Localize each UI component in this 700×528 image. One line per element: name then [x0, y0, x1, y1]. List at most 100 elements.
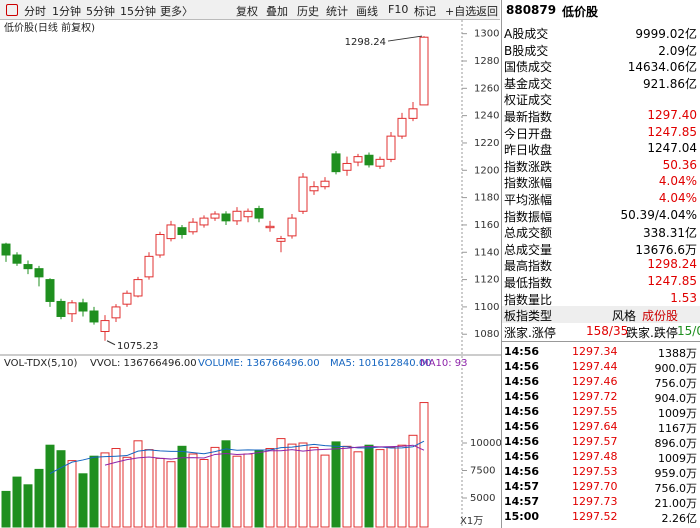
quote-row: 指数量比 1.53	[502, 290, 700, 307]
toolbar-button[interactable]: 1分钟	[52, 5, 81, 18]
y-tick-label: 1120	[474, 275, 499, 286]
candle-body	[133, 279, 143, 297]
toolbar: 分时 1分钟 5分钟 15分钟 更多〉 复权 叠加 历史 统计 画线 F10 标记 +自选 返回	[0, 0, 500, 20]
value: 9999.02亿	[635, 27, 697, 41]
quote-panel: 880879 低价股 A股成交 9999.02亿 B股成交 2.09亿 国债成交 14634.…	[501, 0, 700, 528]
value: 2.09亿	[658, 43, 697, 58]
toolbar-button[interactable]: 5分钟	[86, 5, 115, 18]
volume-bar	[100, 452, 110, 528]
volume: 1009万	[658, 452, 697, 465]
volume-bar	[177, 445, 187, 528]
quote-row: 国债成交 14634.06亿	[502, 57, 700, 74]
tick-row: 14:56 1297.34 1388万	[502, 344, 700, 361]
toolbar-button[interactable]: F10	[388, 3, 409, 16]
volume-bar	[331, 441, 341, 528]
candle-body	[45, 279, 55, 302]
chart: 低价股(日线 前复权) 1080 1100 1120 1140 1160 1180 1200…	[0, 20, 501, 528]
candle-body	[23, 264, 33, 270]
tick-row: 14:56 1297.48 1009万	[502, 449, 700, 466]
volume-title: VOL-TDX(5,10)	[4, 358, 77, 369]
y-tick-label: 1140	[474, 247, 499, 258]
unit-label: X1万	[460, 516, 483, 527]
value: 50.36	[662, 157, 697, 172]
y-tick-label: 1100	[474, 302, 499, 313]
label: 最低指数	[504, 276, 553, 290]
toolbar-icon[interactable]	[6, 4, 18, 16]
toolbar-button[interactable]: +自选	[445, 5, 477, 18]
name: 低价股	[562, 5, 599, 19]
toolbar-button[interactable]: 画线	[356, 5, 378, 18]
volume-bar	[309, 446, 319, 528]
candle-body	[342, 162, 352, 171]
volume-bar	[375, 449, 385, 528]
annotation-arrow	[106, 340, 116, 346]
volume-bar	[78, 473, 88, 528]
label: 总成交额	[504, 226, 553, 241]
candle-body	[386, 135, 396, 160]
candle-body	[221, 213, 231, 222]
volume-bar	[155, 457, 165, 528]
label: 平均涨幅	[504, 193, 553, 207]
volume-bar	[188, 453, 198, 528]
y-tick-label: 1160	[474, 220, 499, 231]
volume-bar	[397, 444, 407, 528]
quote-row: 基金成交 921.86亿	[502, 74, 700, 91]
y-tick-label: 1080	[474, 329, 499, 340]
value: 15/0	[677, 324, 700, 338]
volume-bar	[1, 490, 11, 528]
toolbar-button[interactable]: 复权	[236, 5, 258, 18]
label: 指数涨幅	[504, 176, 553, 191]
price: 1297.34	[572, 345, 618, 358]
quote-row: 总成交量 13676.6万	[502, 240, 700, 257]
quote-row: 指数振幅 50.39/4.04%	[502, 207, 700, 224]
volume-bar	[265, 448, 275, 528]
quote-row: 总成交额 338.31亿	[502, 223, 700, 240]
y-tick-label: 1220	[474, 138, 499, 149]
value: 50.39/4.04%	[620, 207, 697, 222]
toolbar-button[interactable]: 统计	[326, 5, 348, 18]
chart-title: 低价股(日线 前复权)	[4, 21, 95, 34]
toolbar-button[interactable]: 15分钟	[120, 5, 156, 18]
volume-bar	[210, 446, 220, 528]
toolbar-button[interactable]: 分时	[24, 5, 46, 18]
quote-row: 最新指数 1297.40	[502, 107, 700, 124]
volume-bar	[133, 440, 143, 528]
candle-body	[100, 320, 110, 333]
price: 1297.57	[572, 435, 618, 448]
candle-body	[364, 154, 374, 166]
value: 13676.6万	[635, 242, 697, 257]
candle-body	[1, 243, 11, 256]
separator	[502, 341, 700, 342]
y-tick-label: 7500	[470, 466, 495, 477]
volume-bar	[408, 434, 418, 528]
candle-body	[243, 210, 253, 218]
time: 14:56	[504, 465, 540, 478]
label: B股成交	[504, 43, 549, 58]
candle-body	[56, 300, 66, 317]
candle-body	[89, 310, 99, 323]
candle-body	[298, 176, 308, 212]
price: 1297.52	[572, 510, 618, 523]
toolbar-button[interactable]: 更多〉	[160, 5, 193, 18]
volume-bar	[276, 438, 286, 528]
time: 15:00	[504, 510, 540, 523]
label: 指数量比	[504, 292, 553, 307]
quote-row: 指数涨幅 4.04%	[502, 173, 700, 190]
toolbar-button[interactable]: 历史	[297, 5, 319, 18]
candle-body	[287, 217, 297, 237]
toolbar-button[interactable]: 返回	[476, 5, 498, 18]
label: 最高指数	[504, 259, 553, 274]
y-tick-label: 1180	[474, 193, 499, 204]
value: 338.31亿	[643, 226, 697, 241]
volume-bar	[122, 456, 132, 528]
toolbar-button[interactable]: 标记	[414, 5, 436, 18]
price: 1297.73	[572, 495, 618, 508]
ma-line	[49, 440, 425, 475]
price: 1297.55	[572, 405, 618, 418]
low-label: 1075.23	[117, 341, 158, 352]
candle-body	[397, 117, 407, 137]
volume-bar	[342, 445, 352, 528]
volume-bar	[89, 455, 99, 528]
toolbar-button[interactable]: 叠加	[266, 5, 288, 18]
